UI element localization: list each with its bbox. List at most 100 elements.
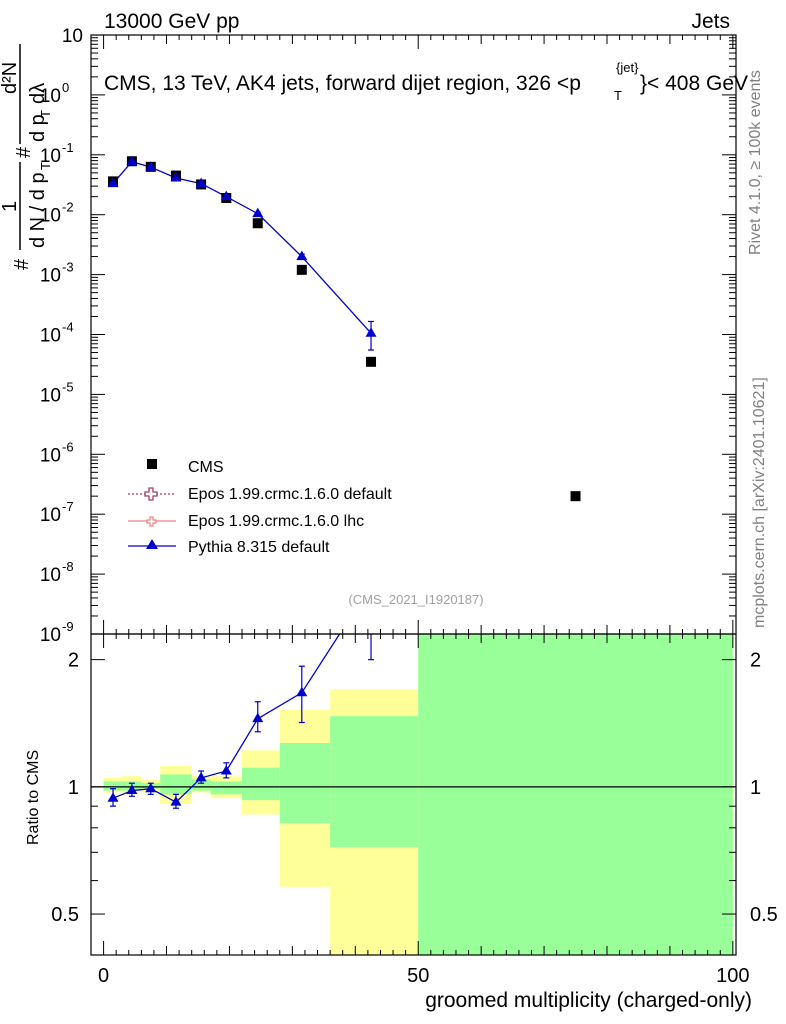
main-y-label-base--7: 10: [40, 505, 61, 526]
ratio-y-label-right-2: 2: [750, 650, 761, 672]
ratio-y-label-left-2: 2: [68, 650, 79, 672]
main-point-pythia-1: [126, 155, 138, 166]
ratio-uncertainty-bands: [91, 634, 736, 955]
ratio-point-pythia-2: [145, 782, 157, 793]
main-point-pythia-4: [195, 177, 207, 188]
main-point-cms-6: [252, 218, 263, 229]
main-y-label-exp--9: -9: [62, 619, 74, 634]
main-y-label-base--6: 10: [40, 445, 61, 466]
category-label: Jets: [691, 10, 730, 33]
band-green-5: [210, 781, 243, 795]
ratio-frame: [90, 633, 737, 956]
main-y-label-exp--2: -2: [62, 200, 74, 215]
title-subscript: T: [614, 88, 622, 103]
ratio-point-pythia-6: [252, 712, 264, 723]
main-y-label-exp--8: -8: [62, 559, 74, 574]
legend-entry-pythia: Pythia 8.315 default: [128, 539, 330, 556]
ratio-y-label-left-1: 1: [68, 777, 79, 799]
main-y-axis-label: # 1 d N / d p T # d²N d p T dλ: [0, 44, 53, 270]
ratio-point-pythia-3: [170, 796, 182, 806]
legend: CMS Epos 1.99.crmc.1.6.0 default Epos 1.…: [128, 459, 392, 556]
ylabel-frac2-den-sub: T: [38, 110, 53, 118]
band-green-6: [242, 767, 280, 801]
legend-marker-pythia: [146, 539, 158, 549]
ylabel-frac1-num: 1: [0, 201, 21, 212]
main-y-label-exp--4: -4: [62, 320, 74, 335]
legend-marker-cms: [147, 459, 157, 469]
band-green-9: [418, 634, 733, 955]
title-main: CMS, 13 TeV, AK4 jets, forward dijet reg…: [104, 72, 581, 95]
x-axis-label: groomed multiplicity (charged-only): [425, 989, 752, 1012]
legend-marker-epos-lhc: [146, 516, 157, 527]
band-green-8: [330, 716, 419, 848]
main-y-label-exp--5: -5: [62, 379, 74, 394]
legend-label-pythia: Pythia 8.315 default: [188, 539, 330, 556]
ylabel-frac1-den: d N / d p: [27, 172, 49, 248]
main-point-cms-9: [570, 491, 581, 502]
title-superscript: {jet}: [616, 60, 639, 75]
ylabel-frac1-den-sub: T: [38, 162, 53, 170]
beam-label: 13000 GeV pp: [104, 10, 239, 33]
main-point-cms-7: [296, 264, 307, 275]
ratio-y-label-right-1: 1: [750, 777, 761, 799]
ylabel-frac2-den-tail: dλ: [27, 83, 49, 104]
ylabel-hash-mid: #: [13, 146, 35, 158]
x-tick-label-0: 0: [98, 965, 109, 987]
main-point-pythia-6: [252, 207, 264, 218]
ratio-point-pythia-7: [296, 686, 308, 697]
main-point-pythia-2: [145, 161, 157, 171]
title-end: }< 408 GeV: [640, 72, 748, 95]
ratio-y-label-left-0.5: 0.5: [51, 904, 79, 926]
legend-entry-cms: CMS: [147, 459, 224, 476]
legend-label-epos-default: Epos 1.99.crmc.1.6.0 default: [188, 486, 392, 503]
main-y-label-base--3: 10: [40, 266, 61, 287]
ratio-y-label-right-0.5: 0.5: [750, 904, 778, 926]
main-y-label-base--1: 10: [40, 146, 61, 167]
main-point-pythia-3: [170, 171, 182, 182]
ratio-y-axis-label: Ratio to CMS: [25, 750, 42, 845]
main-line-pythia: [112, 160, 372, 334]
legend-entry-epos-lhc: Epos 1.99.crmc.1.6.0 lhc: [128, 513, 364, 530]
main-point-pythia-8: [365, 327, 377, 337]
main-y-label-base-0: 10: [40, 86, 61, 107]
ylabel-hash-left: #: [11, 258, 33, 270]
main-y-label-base--8: 10: [40, 565, 61, 586]
mcplots-credit: mcplots.cern.ch [arXiv:2401.10621]: [751, 377, 768, 628]
ratio-point-pythia-5: [220, 765, 232, 775]
main-y-label-exp-0: 0: [62, 80, 69, 95]
band-green-3: [160, 774, 192, 795]
ratio-point-pythia-4: [195, 771, 207, 782]
main-point-pythia-0: [107, 177, 119, 188]
ratio-series-clipped: [107, 634, 375, 809]
main-y-label-exp--3: -3: [62, 260, 74, 275]
main-y-label-exp--7: -7: [62, 499, 74, 514]
rivet-version: Rivet 4.1.0, ≥ 100k events: [747, 70, 764, 255]
x-tick-label-50: 50: [407, 965, 429, 987]
ratio-series: [107, 634, 375, 809]
legend-label-cms: CMS: [188, 459, 224, 476]
ratio-point-pythia-1: [126, 784, 138, 795]
main-y-label-1: 10: [62, 26, 83, 47]
main-series: [107, 155, 581, 502]
main-y-label-base--4: 10: [40, 326, 61, 347]
main-y-label-base--9: 10: [40, 625, 61, 646]
main-y-label-exp--1: -1: [62, 140, 74, 155]
ratio-point-pythia-0: [107, 792, 119, 802]
main-y-label-base--2: 10: [40, 206, 61, 227]
main-point-pythia-5: [220, 190, 232, 201]
x-tick-label-100: 100: [716, 965, 749, 987]
band-green-0: [103, 781, 123, 791]
legend-marker-epos-default: [144, 487, 158, 501]
analysis-id: (CMS_2021_I1920187): [348, 592, 483, 607]
main-y-label-exp--6: -6: [62, 439, 74, 454]
band-green-7: [279, 742, 331, 824]
ylabel-frac2-num: d²N: [0, 62, 21, 94]
band-green-4: [191, 779, 211, 791]
ylabel-frac2-den: d p: [27, 114, 49, 142]
main-y-label-base--5: 10: [40, 385, 61, 406]
main-point-cms-8: [366, 356, 377, 367]
legend-label-epos-lhc: Epos 1.99.crmc.1.6.0 lhc: [188, 513, 364, 530]
main-point-pythia-7: [296, 250, 308, 261]
